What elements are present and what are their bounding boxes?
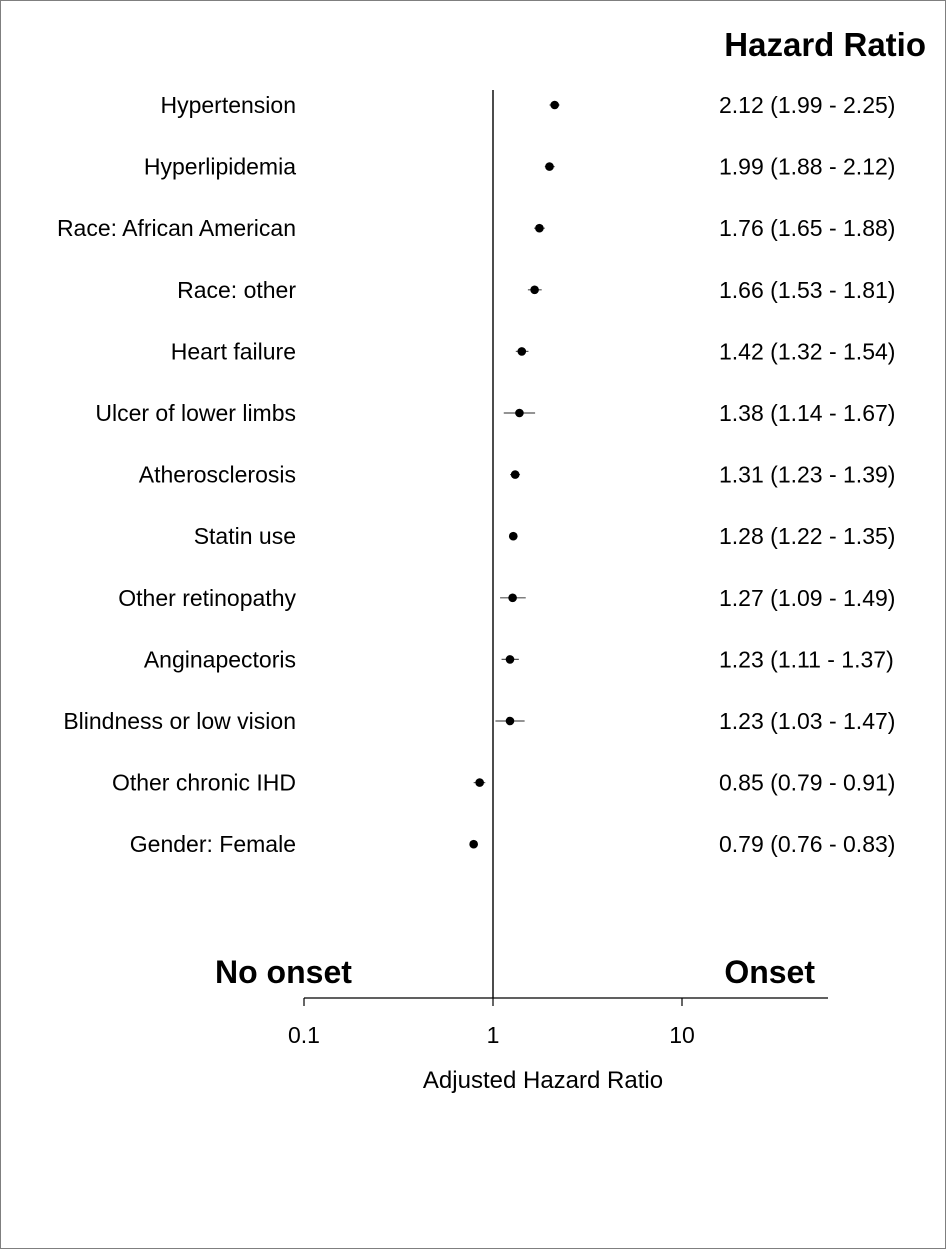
hazard-ratio-point xyxy=(545,162,554,171)
hazard-ratio-point xyxy=(469,839,478,849)
row-label: Anginapectoris xyxy=(144,646,296,672)
row-label: Blindness or low vision xyxy=(63,708,296,734)
row-label: Hyperlipidemia xyxy=(144,154,296,180)
no-onset-label: No onset xyxy=(215,954,352,990)
row-value-text: 1.76 (1.65 - 1.88) xyxy=(719,215,895,241)
hazard-ratio-point xyxy=(505,716,515,726)
row-value-text: 1.38 (1.14 - 1.67) xyxy=(719,400,895,426)
row-label: Other chronic IHD xyxy=(112,770,296,796)
row-label: Ulcer of lower limbs xyxy=(95,400,296,426)
hazard-ratio-point xyxy=(550,100,559,110)
hazard-ratio-point xyxy=(508,531,518,541)
row-label: Hypertension xyxy=(160,92,296,118)
hazard-ratio-point xyxy=(530,285,539,295)
x-tick-label: 1 xyxy=(487,1022,500,1048)
row-label: Other retinopathy xyxy=(118,585,296,611)
hazard-ratio-column-header: Hazard Ratio xyxy=(724,26,926,63)
onset-label: Onset xyxy=(724,954,815,990)
rows-layer: Hypertension 2.12 (1.99 - 2.25) Hyperlipid… xyxy=(57,92,896,857)
hazard-ratio-point xyxy=(510,470,520,479)
row-value-text: 0.85 (0.79 - 0.91) xyxy=(719,770,895,796)
hazard-ratio-point xyxy=(475,778,484,787)
x-tick-label: 0.1 xyxy=(288,1022,320,1048)
hazard-ratio-point xyxy=(515,408,524,418)
row-value-text: 1.31 (1.23 - 1.39) xyxy=(719,462,895,488)
row-label: Atherosclerosis xyxy=(139,462,296,488)
hazard-ratio-point xyxy=(505,655,515,664)
row-value-text: 1.23 (1.03 - 1.47) xyxy=(719,708,895,734)
row-value-text: 1.28 (1.22 - 1.35) xyxy=(719,523,895,549)
hazard-ratio-point xyxy=(535,223,544,233)
row-value-text: 1.23 (1.11 - 1.37) xyxy=(719,646,894,672)
row-value-text: 2.12 (1.99 - 2.25) xyxy=(719,92,895,118)
x-tick-label: 10 xyxy=(669,1022,695,1048)
row-value-text: 0.79 (0.76 - 0.83) xyxy=(719,831,895,857)
row-label: Race: other xyxy=(177,277,296,303)
row-label: Gender: Female xyxy=(130,831,296,857)
row-label: Race: African American xyxy=(57,215,296,241)
hazard-ratio-point xyxy=(517,347,527,356)
row-value-text: 1.99 (1.88 - 2.12) xyxy=(719,154,895,180)
row-value-text: 1.66 (1.53 - 1.81) xyxy=(719,277,895,303)
row-value-text: 1.27 (1.09 - 1.49) xyxy=(719,585,895,611)
row-value-text: 1.42 (1.32 - 1.54) xyxy=(719,338,895,364)
hazard-ratio-point xyxy=(508,593,517,603)
row-label: Statin use xyxy=(194,523,296,549)
x-axis-label: Adjusted Hazard Ratio xyxy=(423,1067,663,1094)
x-axis-ticks: 0.1 1 10 xyxy=(288,998,695,1048)
row-label: Heart failure xyxy=(171,338,296,364)
